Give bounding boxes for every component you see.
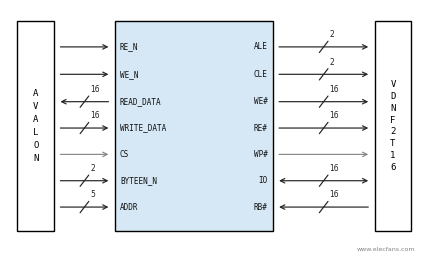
Text: 2: 2 bbox=[90, 164, 95, 173]
Text: 2: 2 bbox=[330, 30, 334, 39]
Text: IO: IO bbox=[259, 176, 268, 185]
Text: ADDR: ADDR bbox=[120, 203, 139, 212]
Bar bbox=[17, 21, 54, 231]
Text: READ_DATA: READ_DATA bbox=[120, 97, 162, 106]
Text: CLE: CLE bbox=[254, 70, 268, 79]
Text: WP#: WP# bbox=[254, 150, 268, 159]
Text: 16: 16 bbox=[90, 85, 100, 94]
Text: RE_N: RE_N bbox=[120, 42, 139, 51]
Text: ALE: ALE bbox=[254, 42, 268, 51]
Text: 16: 16 bbox=[330, 111, 339, 120]
Text: WE_N: WE_N bbox=[120, 70, 139, 79]
Text: www.elecfans.com: www.elecfans.com bbox=[357, 247, 416, 252]
Text: RE#: RE# bbox=[254, 124, 268, 133]
Bar bbox=[375, 21, 411, 231]
Text: 5: 5 bbox=[90, 190, 95, 199]
Text: 2: 2 bbox=[330, 58, 334, 67]
Bar bbox=[115, 21, 273, 231]
Text: BYTEEN_N: BYTEEN_N bbox=[120, 176, 157, 185]
Text: WE#: WE# bbox=[254, 97, 268, 106]
Text: 16: 16 bbox=[330, 85, 339, 94]
Text: 16: 16 bbox=[90, 111, 100, 120]
Text: 16: 16 bbox=[330, 190, 339, 199]
Text: RB#: RB# bbox=[254, 203, 268, 212]
Text: V
D
N
F
2
T
1
6: V D N F 2 T 1 6 bbox=[390, 80, 396, 172]
Text: A
V
A
L
O
N: A V A L O N bbox=[33, 89, 39, 163]
Text: CS: CS bbox=[120, 150, 129, 159]
Text: 16: 16 bbox=[330, 164, 339, 173]
Text: WRITE_DATA: WRITE_DATA bbox=[120, 124, 166, 133]
